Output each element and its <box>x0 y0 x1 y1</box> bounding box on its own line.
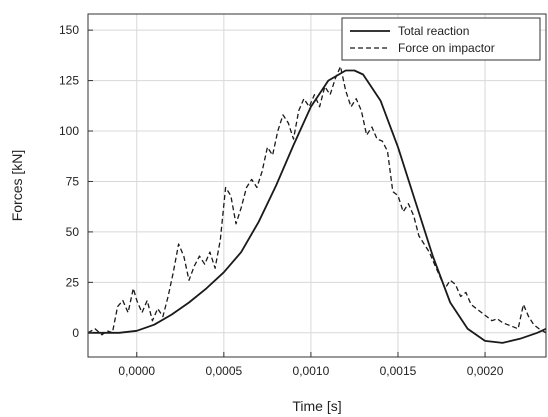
legend-label-force-on-impactor: Force on impactor <box>398 41 495 55</box>
y-tick-label: 125 <box>59 74 79 88</box>
x-tick-label: 0,0015 <box>380 364 417 378</box>
series-line-total-reaction <box>88 69 546 344</box>
x-tick-label: 0,0005 <box>205 364 242 378</box>
x-tick-label: 0,0000 <box>118 364 155 378</box>
y-axis-title: Forces [kN] <box>9 150 25 222</box>
series-line-force-on-impactor <box>88 65 546 336</box>
y-tick-label: 25 <box>66 275 80 289</box>
series-layer <box>88 65 546 344</box>
grid-lines <box>88 14 546 357</box>
x-tick-label: 0,0020 <box>467 364 504 378</box>
legend: Total reaction Force on impactor <box>341 17 541 61</box>
y-tick-label: 75 <box>66 174 80 188</box>
x-axis-title: Time [s] <box>292 398 341 414</box>
x-tick-label: 0,0010 <box>293 364 330 378</box>
y-tick-label: 50 <box>66 225 80 239</box>
legend-box <box>341 17 541 61</box>
y-tick-label: 100 <box>59 124 79 138</box>
legend-label-total-reaction: Total reaction <box>398 24 469 38</box>
ticks: 0,0000 0,0005 0,0010 0,0015 0,0020 0 25 50 75 100… <box>59 23 504 378</box>
plot-frame <box>87 13 547 358</box>
y-tick-label: 150 <box>59 23 79 37</box>
y-tick-label: 0 <box>72 326 79 340</box>
